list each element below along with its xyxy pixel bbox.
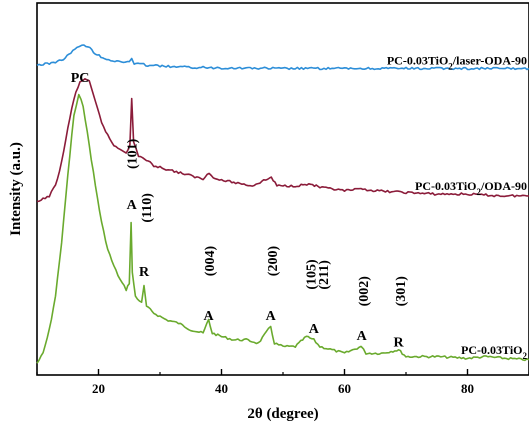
series-labels: PC-0.03TiO2 PC-0.03TiO2/ODA-90 PC-0.03TiO2…	[387, 54, 528, 361]
peak-index-label: (101)	[126, 138, 141, 169]
phase-label: A	[357, 329, 368, 344]
series-label: PC-0.03TiO2/ODA-90	[415, 179, 527, 197]
peak-index-label: (004)	[203, 246, 218, 277]
series-line	[36, 78, 529, 203]
series-label: PC-0.03TiO2/laser-ODA-90	[387, 54, 527, 72]
phase-label: A	[204, 309, 215, 324]
x-tick-label: 80	[461, 381, 474, 396]
peak-index-label: (105)	[305, 259, 320, 290]
x-axis-ticks: 20 40 60 80	[36, 369, 529, 396]
series-layer	[36, 44, 529, 364]
series-line	[36, 44, 529, 71]
peak-index-label: (110)	[140, 193, 155, 223]
y-axis-label: Intensity (a.u.)	[8, 142, 24, 236]
series-line	[36, 93, 529, 364]
phase-label: R	[394, 336, 405, 351]
peak-index-label: (301)	[394, 276, 409, 307]
x-axis-label: 2θ (degree)	[247, 406, 318, 422]
x-tick-label: 40	[215, 381, 228, 396]
peak-index-label: (002)	[357, 276, 372, 307]
phase-label: R	[139, 265, 150, 280]
phase-label: A	[266, 309, 277, 324]
peak-annotations: PC(101)A (110)R (004)A(200)A(105)(211)A(00…	[71, 71, 409, 351]
x-tick-label: 60	[338, 381, 351, 396]
x-tick-label: 20	[92, 381, 105, 396]
phase-label: PC	[71, 71, 90, 86]
phase-label: A	[309, 322, 320, 337]
phase-label: A	[127, 198, 138, 213]
series-label: PC-0.03TiO2	[461, 343, 527, 361]
peak-index-label: (200)	[266, 246, 281, 277]
peak-index-label: (211)	[317, 260, 332, 290]
